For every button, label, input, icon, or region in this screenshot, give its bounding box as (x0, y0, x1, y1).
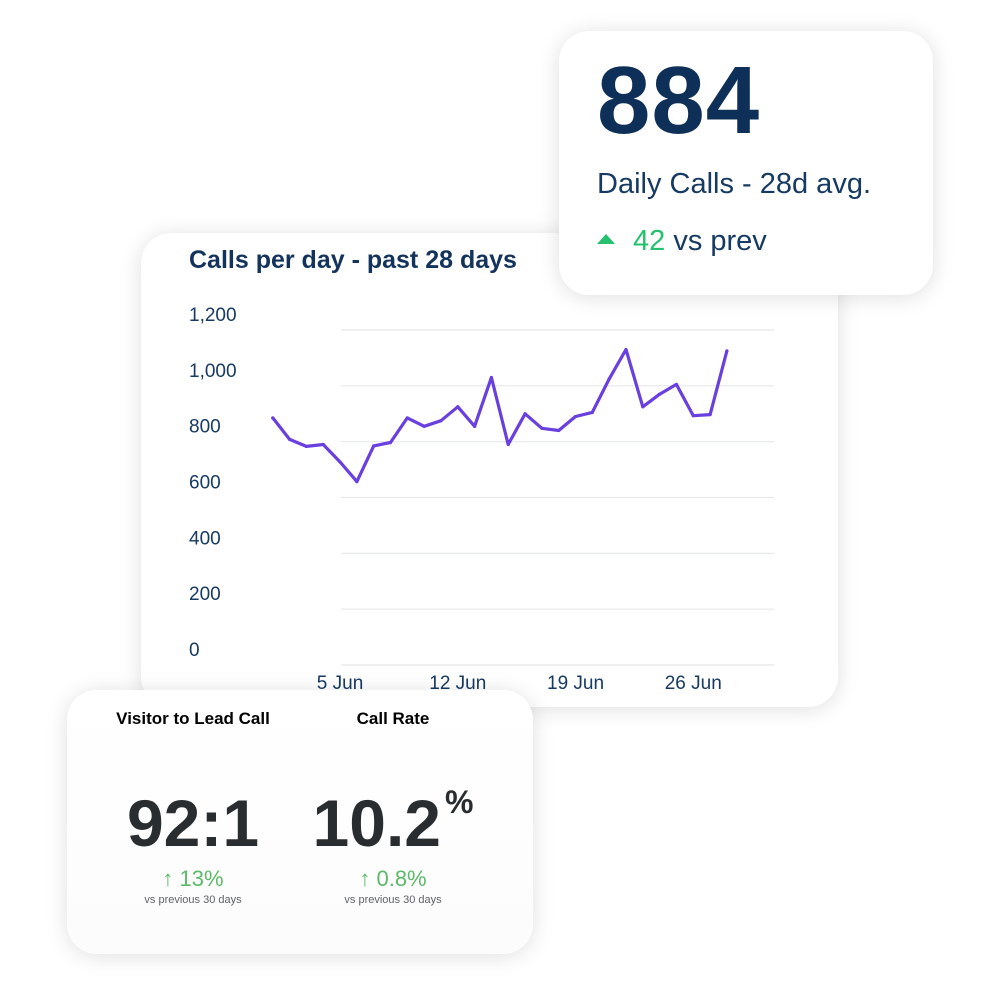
x-tick-label: 19 Jun (547, 673, 604, 694)
conversion-metrics-card: Visitor to Lead Call 92:1 ↑ 13% vs previ… (67, 690, 533, 954)
kpi-value: 884 (597, 47, 761, 154)
y-tick-label: 400 (189, 528, 221, 549)
data-point (725, 349, 729, 353)
data-point (607, 377, 611, 381)
metric-percent-suffix: % (445, 784, 474, 820)
chart-title: Calls per day - past 28 days (189, 246, 517, 274)
metric-value-number: 92:1 (126, 786, 260, 860)
data-point (355, 479, 359, 484)
data-point (708, 412, 712, 417)
data-point (624, 347, 628, 352)
data-point (271, 416, 275, 420)
visitor-to-lead-metric: Visitor to Lead Call 92:1 ↑ 13% (93, 708, 293, 892)
y-tick-label: 1,000 (189, 361, 237, 382)
calls-chart-card: 0 200 400 600 800 1,000 1,200 5 Jun 12 Jun 19 Jun… (141, 233, 838, 707)
kpi-label: Daily Calls - 28d avg. (597, 168, 871, 200)
y-tick-label: 200 (189, 584, 221, 605)
data-point (557, 428, 561, 433)
y-tick-label: 800 (189, 417, 221, 438)
data-point (489, 375, 494, 380)
data-point (338, 460, 342, 464)
data-point (304, 444, 309, 449)
call-rate-metric: Call Rate 10.2% ↑ 0.8% (293, 708, 493, 892)
metric-footnote: vs previous 30 days (144, 894, 242, 906)
metric-value-number: 10.2 (312, 786, 441, 860)
calls-line-chart: 0 200 400 600 800 1,000 1,200 5 Jun 12 Jun 19 Jun… (189, 305, 774, 694)
kpi-delta-text: vs prev (673, 225, 767, 257)
data-point (506, 442, 510, 447)
data-point (473, 424, 477, 428)
triangle-up-icon (597, 234, 615, 245)
data-point (573, 414, 578, 419)
x-tick-label: 26 Jun (665, 673, 722, 694)
metric-title: Visitor to Lead Call (116, 709, 270, 728)
calls-series-line (271, 347, 729, 484)
y-tick-label: 0 (189, 640, 200, 661)
data-point (287, 437, 292, 442)
x-tick-label: 12 Jun (429, 673, 486, 694)
data-point (523, 412, 527, 416)
metric-value: 92:1 (93, 790, 293, 856)
data-point (456, 405, 460, 409)
metric-change: ↑ 13% (162, 866, 224, 891)
data-point (321, 442, 325, 447)
data-point (388, 440, 393, 445)
metric-title: Call Rate (356, 709, 430, 728)
x-tick-label: 5 Jun (317, 673, 363, 694)
metric-footnote: vs previous 30 days (344, 894, 442, 906)
data-point (405, 416, 409, 420)
metric-change: ↑ 0.8% (359, 866, 427, 891)
data-point (691, 414, 695, 418)
y-tick-label: 600 (189, 473, 221, 494)
kpi-delta: 42 vs prev (597, 225, 767, 258)
data-point (372, 444, 376, 448)
data-point (439, 419, 443, 423)
data-point (641, 405, 645, 409)
metric-value: 10.2% (293, 786, 493, 856)
data-point (658, 392, 662, 396)
data-point (674, 382, 679, 387)
y-tick-label: 1,200 (189, 305, 237, 326)
kpi-delta-value: 42 (633, 225, 666, 257)
data-point (422, 424, 426, 428)
data-point (590, 410, 594, 414)
daily-calls-kpi-card: 884 Daily Calls - 28d avg. 42 vs prev (559, 31, 933, 295)
data-point (540, 426, 544, 430)
